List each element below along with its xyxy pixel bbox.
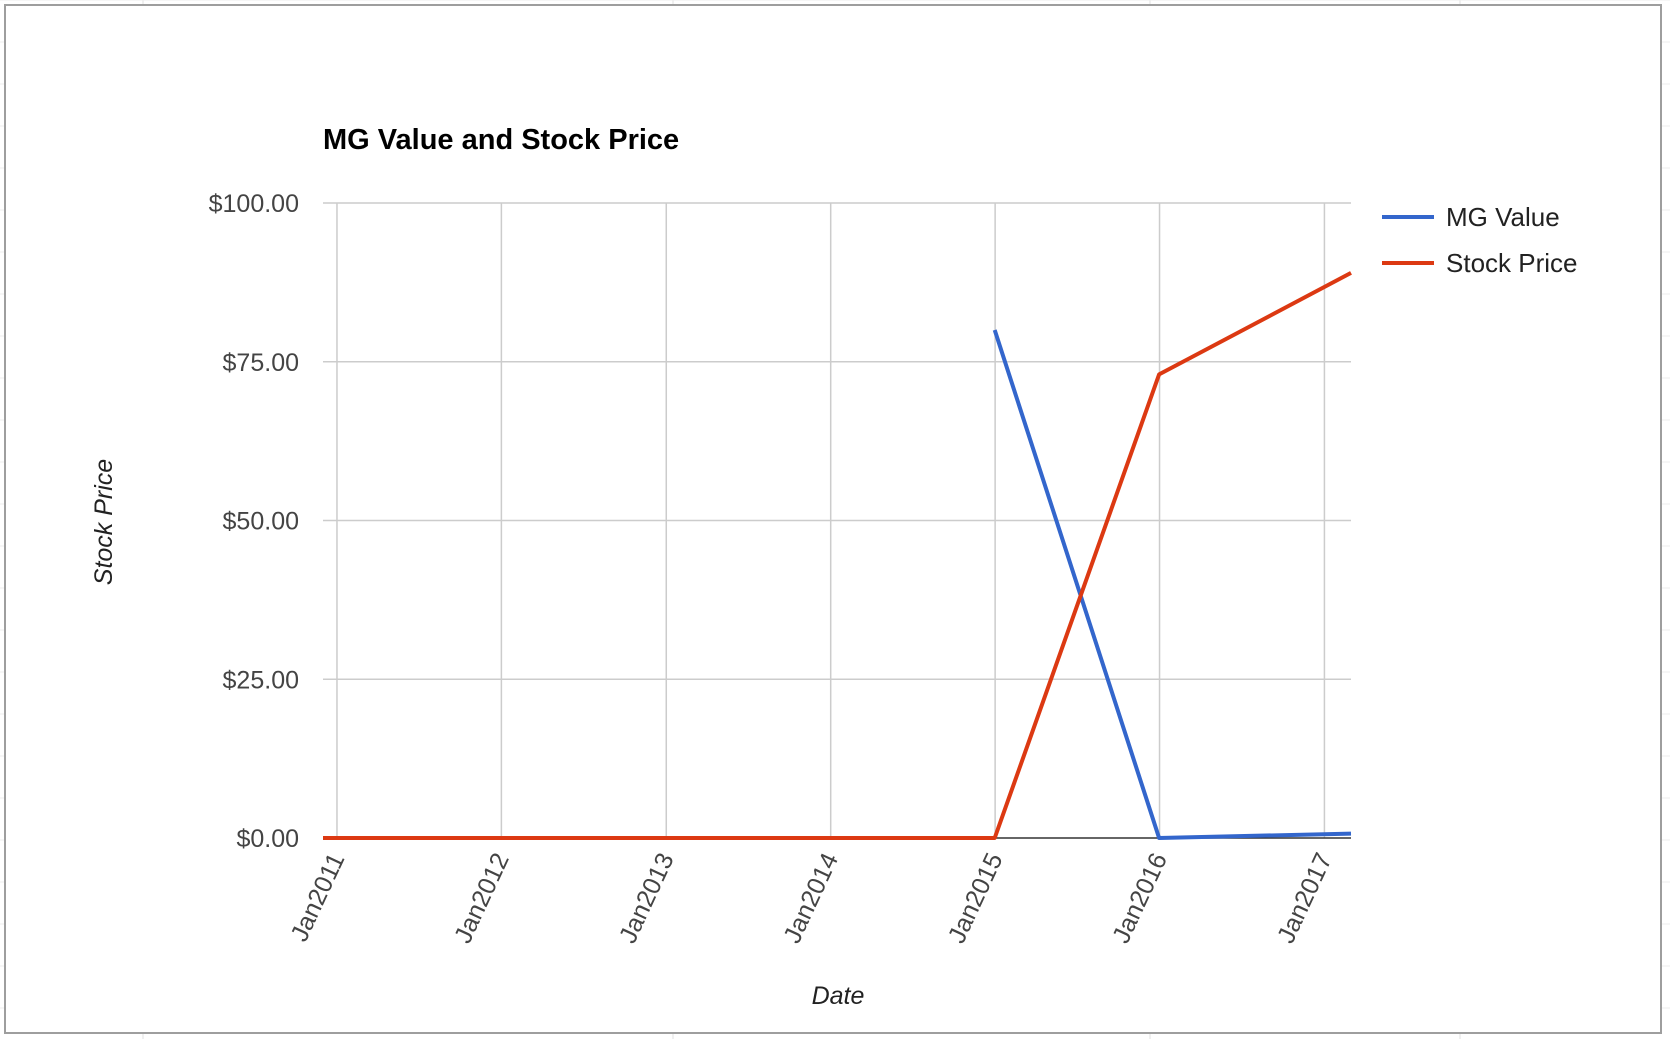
y-tick-label: $0.00: [236, 825, 299, 853]
x-tick-label: Jan2016: [1107, 849, 1173, 948]
y-axis-ticks: $100.00 $75.00 $50.00 $25.00 $0.00: [209, 190, 299, 853]
y-tick-label: $100.00: [209, 190, 299, 218]
chart-title: MG Value and Stock Price: [323, 124, 679, 156]
y-axis-title: Stock Price: [90, 459, 118, 585]
x-axis-title: Date: [812, 982, 865, 1010]
y-tick-label: $25.00: [223, 666, 299, 694]
legend-label: MG Value: [1446, 202, 1560, 232]
gridlines: [323, 202, 1351, 839]
x-axis-ticks: Jan2011 Jan2012 Jan2013 Jan2014 Jan2015 Jan20…: [285, 849, 1338, 948]
y-tick-label: $75.00: [223, 349, 299, 377]
y-tick-label: $50.00: [223, 508, 299, 536]
chart-frame[interactable]: $100.00 $75.00 $50.00 $25.00 $0.00 Jan2011 Ja…: [4, 4, 1662, 1034]
series-line-stock-price[interactable]: [323, 271, 1352, 840]
legend[interactable]: MG Value Stock Price: [1382, 202, 1578, 278]
series-line-mg-value[interactable]: [992, 329, 1352, 840]
x-tick-label: Jan2017: [1272, 849, 1338, 948]
x-tick-label: Jan2012: [449, 849, 515, 948]
x-tick-label: Jan2014: [778, 849, 844, 948]
series-lines: [323, 271, 1352, 840]
x-tick-label: Jan2013: [614, 849, 680, 948]
line-chart: $100.00$75.00$50.00$25.00$0.00 Jan2011 Ja…: [90, 124, 1578, 1010]
legend-label: Stock Price: [1446, 248, 1578, 278]
x-tick-label: Jan2015: [943, 849, 1009, 948]
x-tick-label: Jan2011: [285, 849, 350, 946]
